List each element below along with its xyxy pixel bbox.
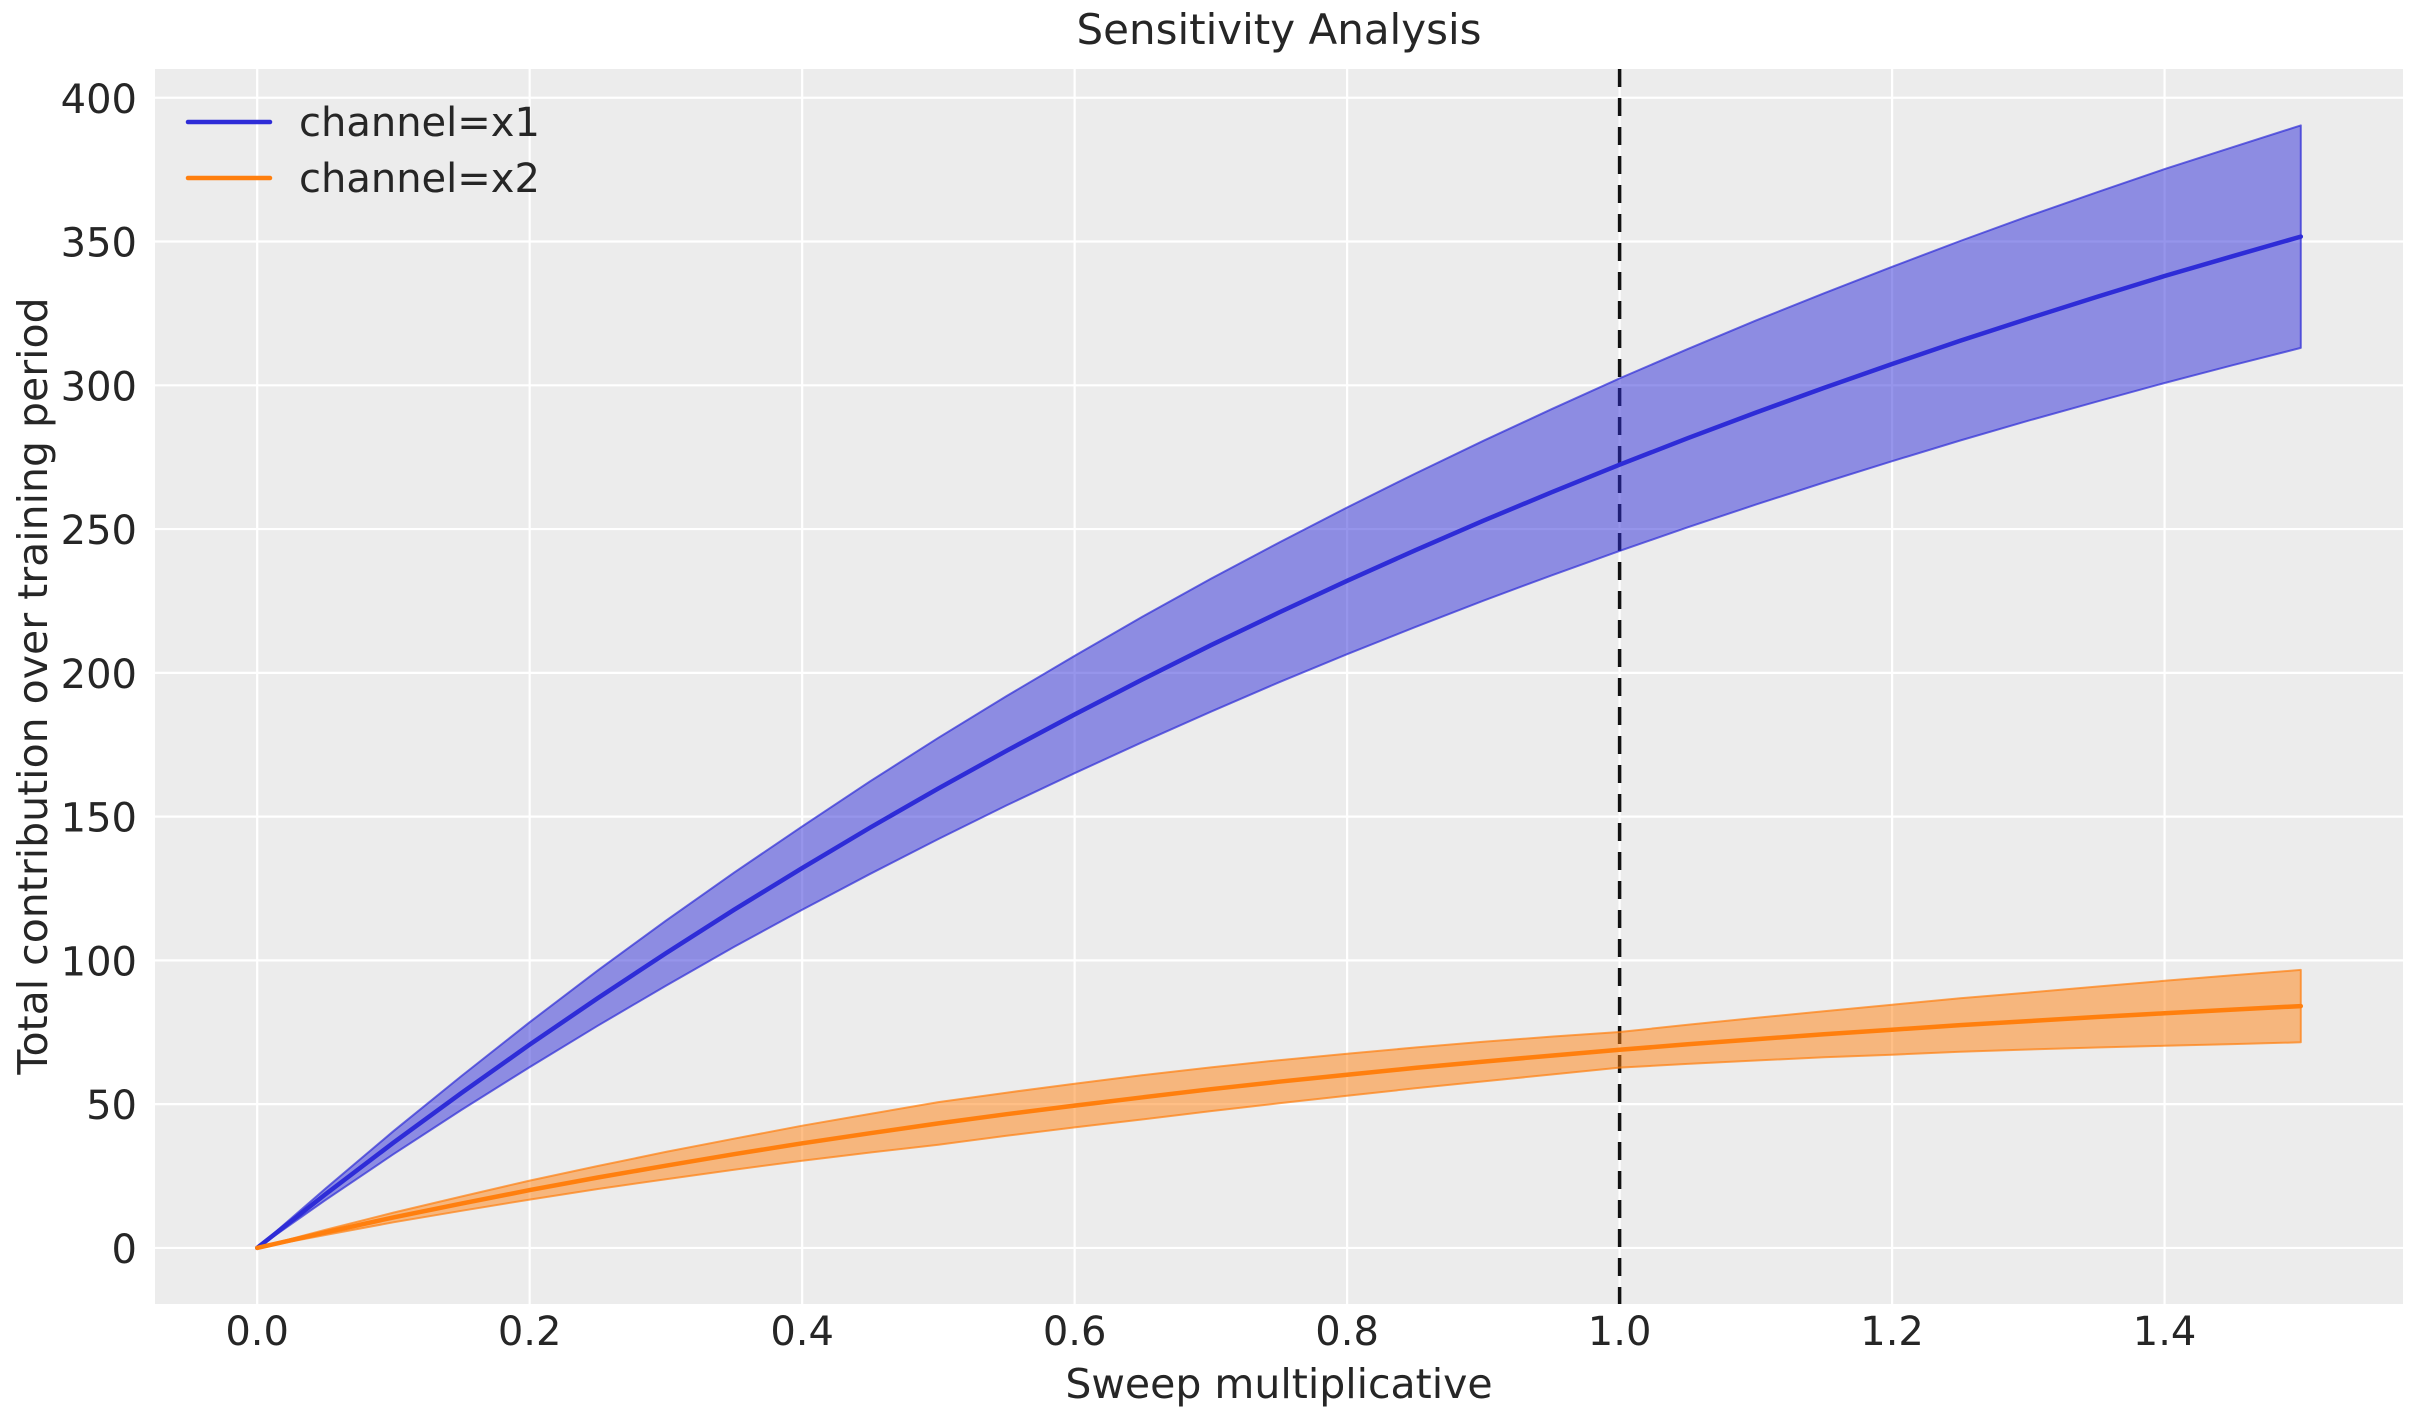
series-line-1 [254,234,2304,1251]
x-tick-label: 1.4 [2133,1309,2197,1355]
y-tick-label: 100 [61,939,137,985]
x-tick-label: 0.4 [770,1309,834,1355]
y-tick-labels: 0 50 100 150 200 250 300 350 400 [61,77,137,1273]
x-tick-label: 0.2 [498,1309,562,1355]
x-tick-label: 0.0 [225,1309,289,1355]
x-tick-label: 1.2 [1860,1309,1924,1355]
y-tick-label: 250 [61,508,137,554]
series-line-2 [254,1003,2304,1251]
series-group [254,124,2304,1251]
legend-label-x2: channel=x2 [299,156,540,202]
x-tick-label: 1.0 [1588,1309,1652,1355]
legend: channel=x1 channel=x2 [185,100,540,202]
x-tick-labels: 0.0 0.2 0.4 0.6 0.8 1.0 1.2 1.4 [225,1309,2196,1355]
x-tick-label: 0.6 [1043,1309,1107,1355]
y-tick-label: 300 [61,364,137,410]
y-tick-label: 350 [61,221,137,267]
y-tick-label: 200 [61,652,137,698]
y-tick-label: 150 [61,796,137,842]
chart-title: Sensitivity Analysis [1076,5,1481,54]
y-axis-label: Total contribution over training period [9,297,57,1075]
x-tick-label: 0.8 [1315,1309,1379,1355]
y-tick-label: 50 [86,1083,137,1129]
legend-label-x1: channel=x1 [299,100,540,146]
y-tick-label: 0 [112,1227,137,1273]
x-axis-label: Sweep multiplicative [1065,1360,1492,1408]
y-tick-label: 400 [61,77,137,123]
